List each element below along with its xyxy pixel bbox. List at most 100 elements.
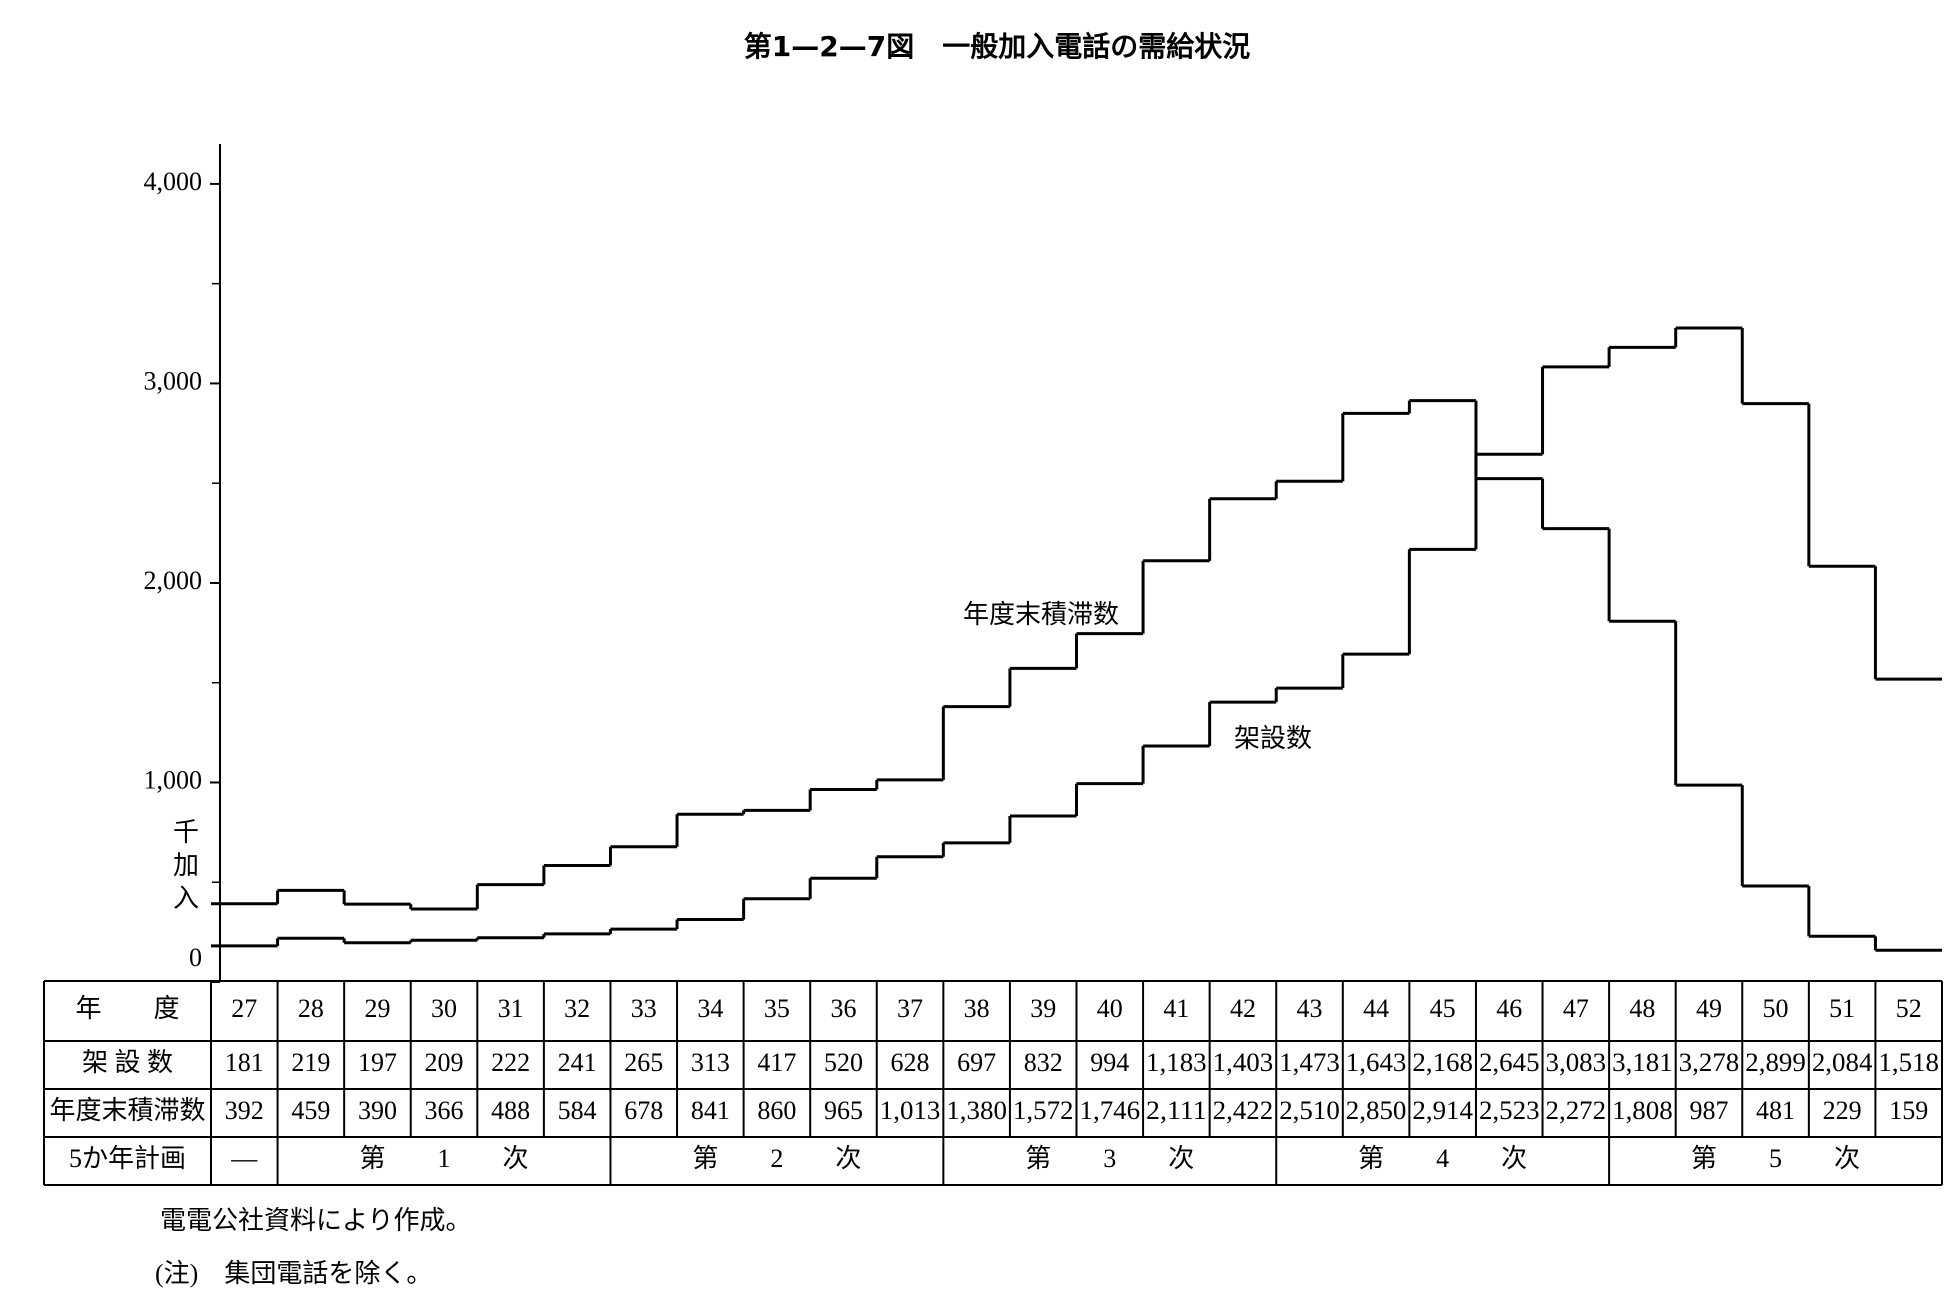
table-cell: 219 [291,1048,330,1077]
table-cell: 3,181 [1612,1048,1673,1077]
chart-title: 第1—2—7図 一般加入電話の需給状況 [744,30,1250,63]
table-cell: 390 [358,1096,397,1125]
x-tick-label: 35 [764,994,790,1023]
table-cell: 678 [624,1096,663,1125]
series-label: 年度末積滞数 [963,600,1119,629]
table-cell: 2,899 [1745,1048,1806,1077]
x-tick-label: 39 [1030,994,1056,1023]
x-tick-label: 42 [1230,994,1256,1023]
x-tick-label: 27 [231,994,257,1023]
table-cell: 2,272 [1546,1096,1607,1125]
y-axis-label: 入 [173,884,199,913]
table-cell: 1,183 [1146,1048,1207,1077]
x-tick-label: 47 [1563,994,1589,1023]
plan-label: 第 3 次 [1025,1144,1194,1173]
table-cell: 2,914 [1412,1096,1473,1125]
table-cell: 313 [691,1048,730,1077]
table-cell: 481 [1756,1096,1795,1125]
x-tick-label: 48 [1629,994,1655,1023]
note: (注) 集団電話を除く。 [155,1259,432,1288]
row-header: 5か年計画 [69,1144,186,1173]
table-cell: 1,518 [1878,1048,1939,1077]
table-cell: 1,808 [1612,1096,1673,1125]
table-cell: 520 [824,1048,863,1077]
x-tick-label: 31 [498,994,524,1023]
x-tick-label: 43 [1297,994,1323,1023]
x-tick-label: 52 [1896,994,1922,1023]
x-tick-label: 37 [897,994,923,1023]
table-cell: 3,083 [1546,1048,1607,1077]
table-cell: 2,084 [1812,1048,1873,1077]
table-cell: 222 [491,1048,530,1077]
source: 電電公社資料により作成。 [160,1206,471,1235]
x-tick-label: 28 [298,994,324,1023]
table-cell: 1,403 [1213,1048,1274,1077]
table-cell: 584 [558,1096,597,1125]
row-header: 年度末積滞数 [49,1096,205,1125]
table-cell: 366 [425,1096,464,1125]
x-tick-label: 44 [1363,994,1389,1023]
plan-label: 第 5 次 [1691,1144,1860,1173]
table-cell: 3,278 [1679,1048,1740,1077]
table-cell: 159 [1889,1096,1928,1125]
y-tick-label: 4,000 [144,167,203,196]
table-cell: 2,168 [1412,1048,1473,1077]
table-cell: 1,013 [880,1096,941,1125]
table-cell: 2,645 [1479,1048,1540,1077]
table-cell: 860 [757,1096,796,1125]
row-header: 年 度 [75,994,179,1023]
table-cell: 2,510 [1279,1096,1340,1125]
x-tick-label: 49 [1696,994,1722,1023]
x-tick-label: 50 [1763,994,1789,1023]
x-tick-label: 38 [964,994,990,1023]
table-cell: 459 [291,1096,330,1125]
table-cell: 628 [891,1048,930,1077]
table-cell: 1,572 [1013,1096,1074,1125]
table-cell: 229 [1823,1096,1862,1125]
y-tick-label: 0 [189,943,202,972]
table-cell: 2,111 [1146,1096,1207,1125]
table-cell: 1,643 [1346,1048,1407,1077]
table-cell: 2,523 [1479,1096,1540,1125]
table-cell: 265 [624,1048,663,1077]
table-cell: 697 [957,1048,996,1077]
table-cell: 197 [358,1048,397,1077]
table-cell: 241 [558,1048,597,1077]
y-tick-label: 3,000 [144,366,203,395]
row-header: 架 設 数 [82,1048,173,1077]
table-cell: 1,380 [946,1096,1007,1125]
x-tick-label: 32 [564,994,590,1023]
plan-label: 第 1 次 [360,1144,529,1173]
plan-label: 第 2 次 [692,1144,861,1173]
plan-label: — [230,1144,258,1173]
table-cell: 417 [757,1048,796,1077]
table-cell: 488 [491,1096,530,1125]
x-tick-label: 46 [1496,994,1522,1023]
table-cell: 181 [225,1048,264,1077]
table-cell: 2,422 [1213,1096,1274,1125]
table-cell: 2,850 [1346,1096,1407,1125]
y-axis-label: 千 [173,818,199,847]
x-tick-label: 45 [1430,994,1456,1023]
x-tick-label: 51 [1829,994,1855,1023]
table-cell: 987 [1689,1096,1728,1125]
y-axis-label: 加 [173,851,199,880]
series-label: 架設数 [1234,724,1312,753]
table-cell: 832 [1024,1048,1063,1077]
x-tick-label: 29 [364,994,390,1023]
x-tick-label: 30 [431,994,457,1023]
x-tick-label: 40 [1097,994,1123,1023]
plan-label: 第 4 次 [1358,1144,1527,1173]
table-cell: 1,473 [1279,1048,1340,1077]
y-tick-label: 1,000 [144,765,203,794]
x-tick-label: 33 [631,994,657,1023]
table-cell: 841 [691,1096,730,1125]
table-cell: 209 [425,1048,464,1077]
table-cell: 392 [225,1096,264,1125]
x-tick-label: 34 [697,994,723,1023]
x-tick-label: 41 [1163,994,1189,1023]
table-cell: 994 [1090,1048,1129,1077]
table-cell: 1,746 [1080,1096,1141,1125]
x-tick-label: 36 [830,994,856,1023]
